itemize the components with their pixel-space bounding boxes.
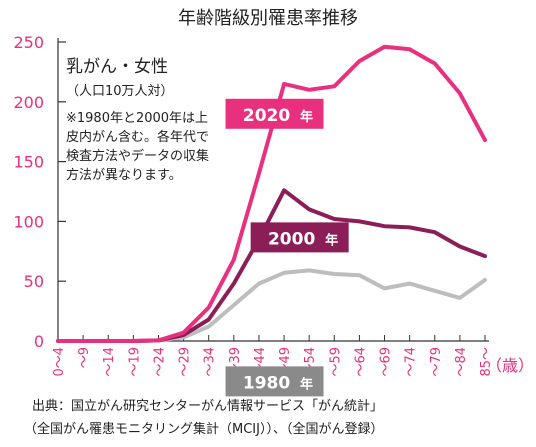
x-tick-label: 85～: [479, 347, 494, 377]
x-tick-label: ～69: [379, 347, 394, 377]
x-tick-label: ～34: [203, 347, 218, 377]
note-line: 皮内がん含む。各年代で: [66, 129, 209, 145]
method-note: ※1980年と2000年は上 皮内がん含む。各年代で 検査方法やデータの収集 方…: [66, 111, 209, 183]
source-line-1: 出典：国立がん研究センターがん情報サービス「がん統計」: [32, 398, 383, 414]
y-tick-label: 150: [13, 153, 44, 172]
x-tick-label: ～84: [454, 347, 469, 377]
series-line-1980: [56, 268, 487, 343]
note-line: 検査方法やデータの収集: [66, 148, 209, 164]
series-line-2000: [56, 188, 487, 343]
chart-subtitle: 乳がん・女性: [66, 57, 168, 77]
chart-title: 年齢階級別罹患率推移: [178, 8, 358, 29]
series-label-text: 1980: [243, 373, 290, 393]
series-label-text: 2000: [268, 229, 315, 249]
y-tick-labels: 0 50 100 150 200 250: [13, 33, 44, 351]
unit-note: （人口10万人対）: [66, 84, 174, 99]
source-line-2: （全国がん罹患モニタリング集計（MCIJ））、（全国がん登録）: [24, 421, 383, 437]
y-tick-label: 0: [34, 332, 44, 351]
series-label-unit: 年: [300, 376, 313, 392]
x-tick-label: ～14: [102, 347, 117, 377]
y-tick-label: 100: [13, 212, 44, 231]
y-tick-label: 50: [24, 272, 44, 291]
series-label-text: 2020: [243, 106, 290, 126]
note-line: 方法が異なります。: [66, 167, 182, 183]
x-tick-label: ～19: [127, 347, 142, 377]
x-tick-label: ～74: [404, 347, 419, 377]
series-label-unit: 年: [325, 232, 338, 248]
y-tick-label: 200: [13, 93, 44, 112]
x-axis-unit: （歳）: [486, 356, 534, 375]
series-labels: 2020 年 2000 年 1980 年: [225, 98, 349, 397]
y-tick-label: 250: [13, 33, 44, 52]
series-label-bg: [250, 222, 349, 253]
series-label-bg: [225, 366, 324, 397]
x-tick-label: ～9: [77, 347, 92, 368]
series-label-2000: 2000 年: [250, 222, 349, 253]
x-tick-label: ～79: [429, 347, 444, 377]
x-tick-label: ～64: [353, 347, 368, 377]
x-tick-label: ～59: [328, 347, 343, 377]
note-line: ※1980年と2000年は上: [66, 111, 208, 126]
x-tick-label: ～29: [178, 347, 193, 377]
series-label-bg: [225, 98, 324, 129]
series-label-2020: 2020 年: [225, 98, 324, 129]
x-tick-label: ～24: [152, 347, 167, 377]
series-label-1980: 1980 年: [225, 366, 324, 397]
series-label-unit: 年: [300, 109, 313, 125]
x-tick-label: 0～4: [52, 347, 67, 377]
